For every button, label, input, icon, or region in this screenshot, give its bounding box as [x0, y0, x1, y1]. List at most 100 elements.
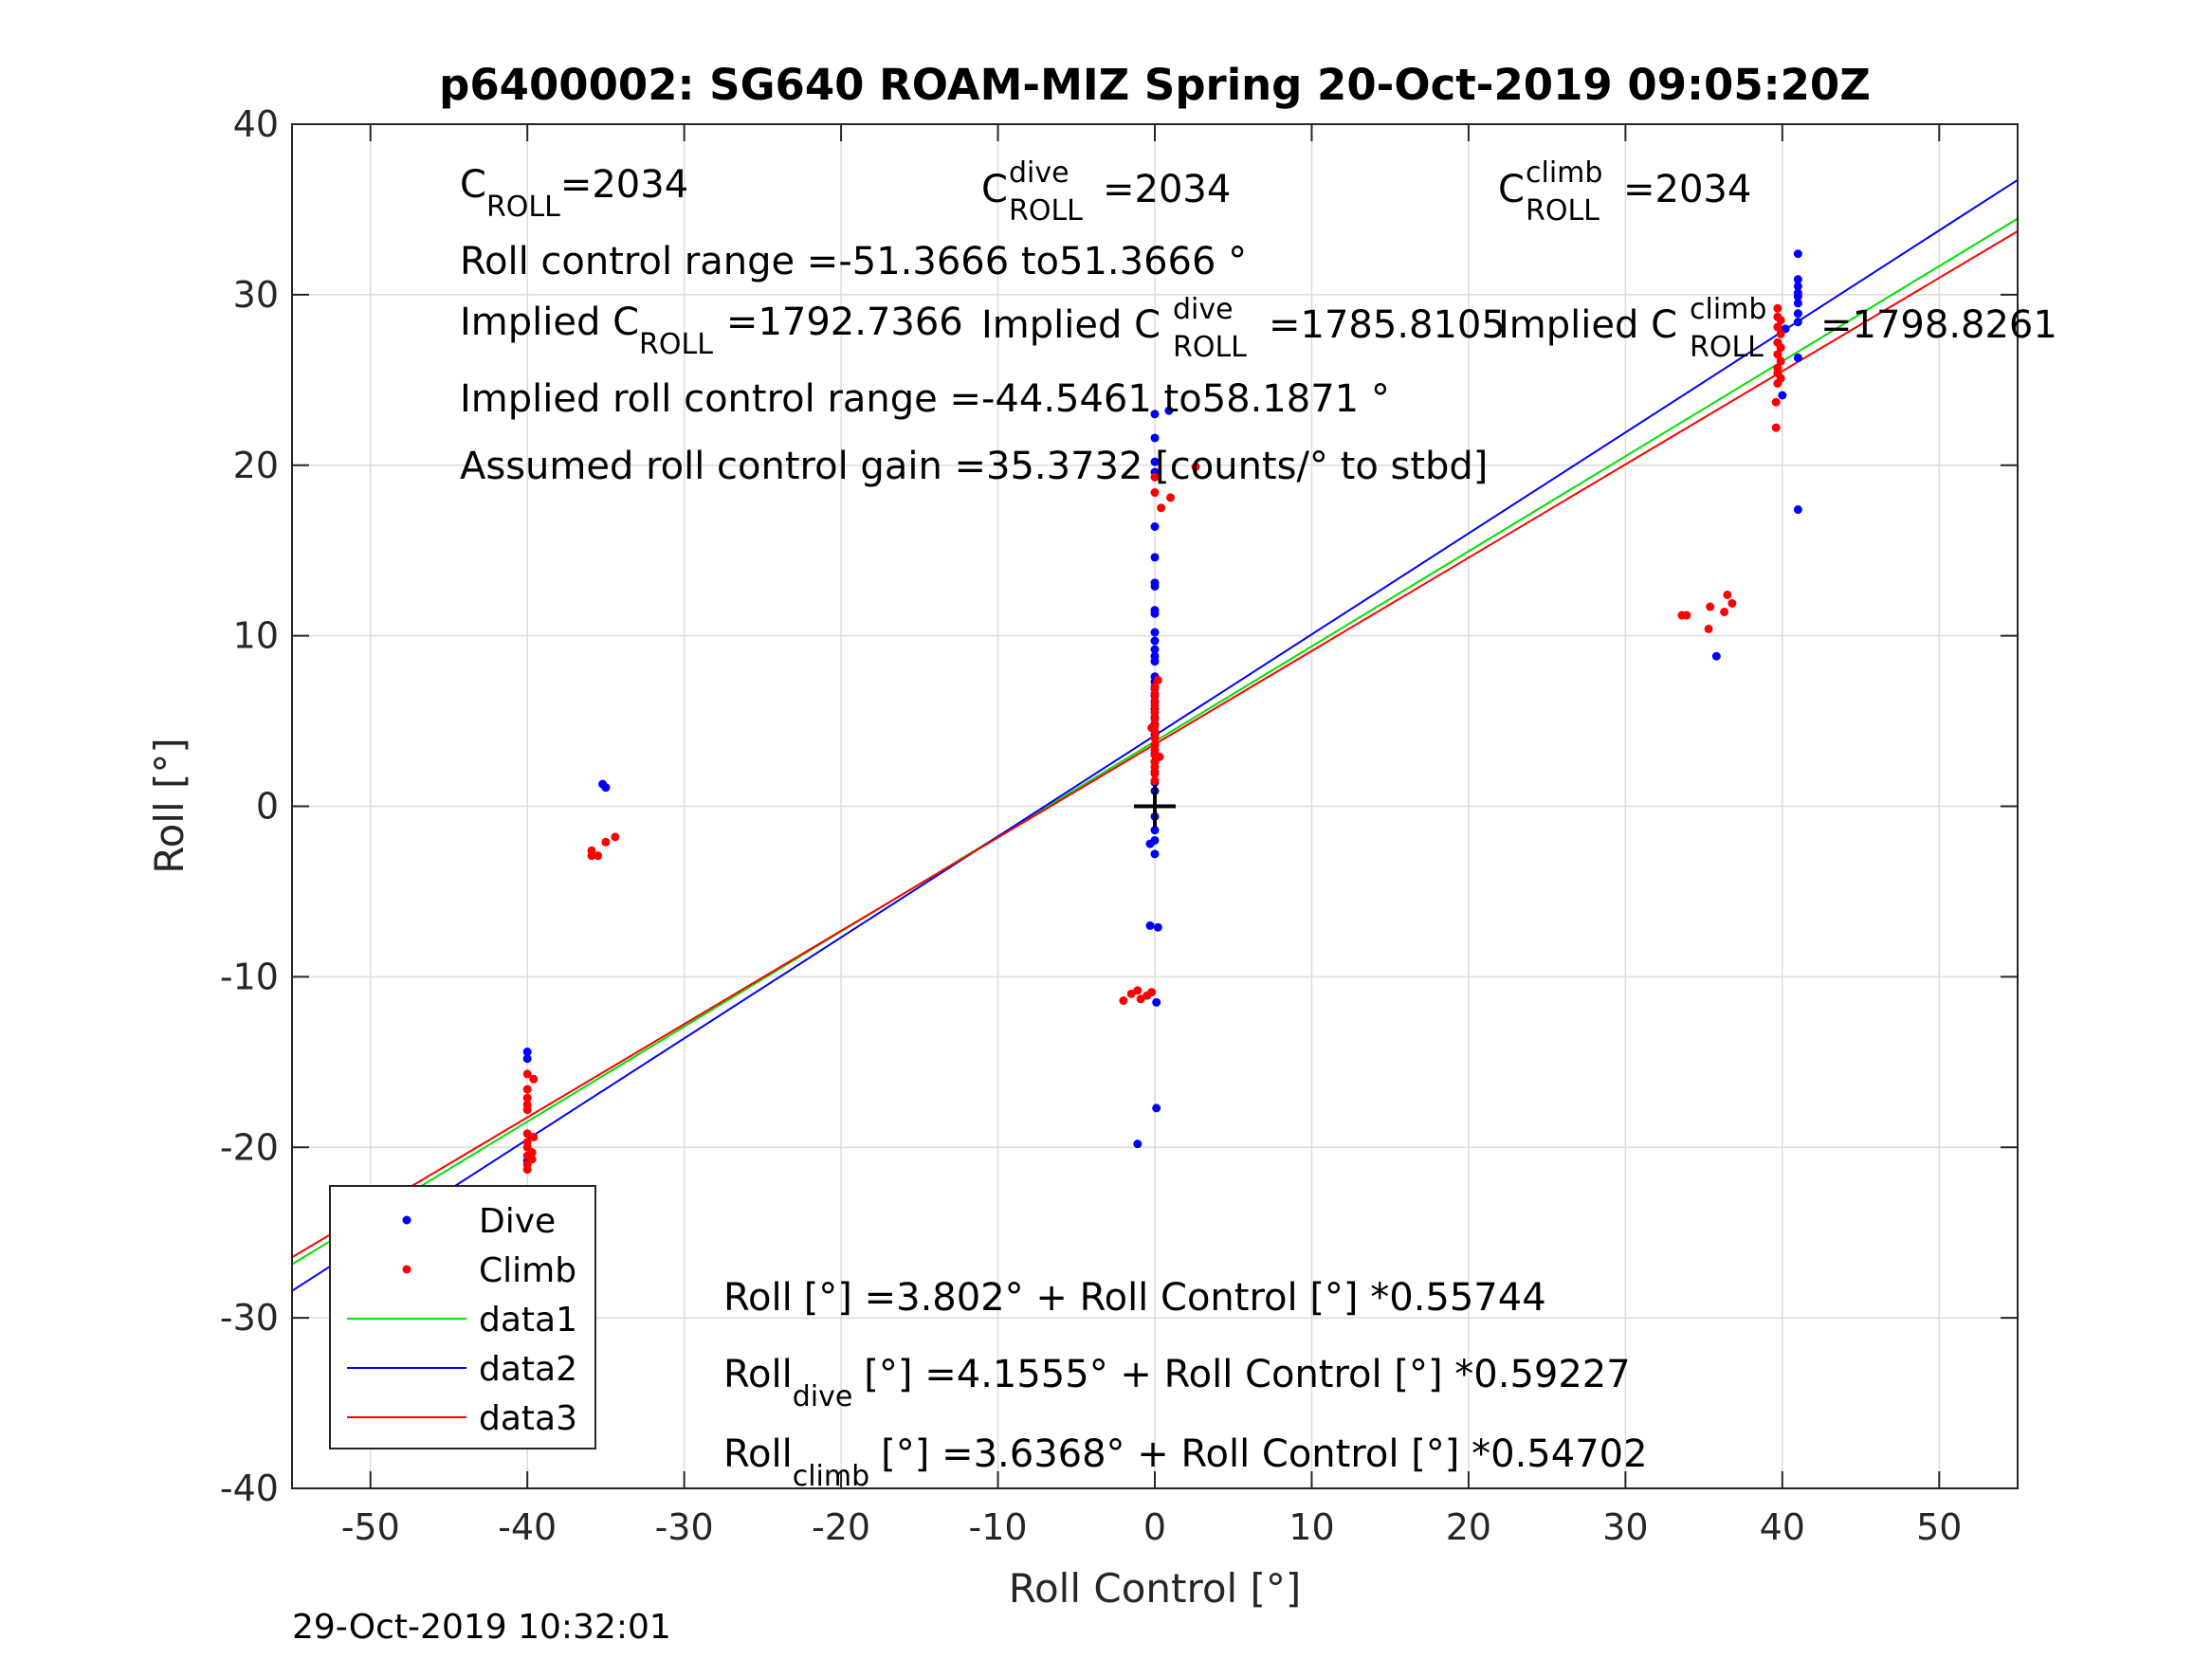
climb-point: [529, 1074, 539, 1084]
svg-text:Implied C: Implied C: [981, 303, 1161, 347]
svg-text:dive: dive: [1009, 156, 1069, 190]
svg-text:=2034: =2034: [1623, 168, 1751, 211]
x-tick-label: 10: [1289, 1506, 1334, 1548]
climb-point: [601, 837, 611, 847]
svg-text:=1785.8105: =1785.8105: [1269, 303, 1506, 347]
climb-point: [1776, 329, 1785, 338]
y-axis-label: Roll [°]: [146, 738, 192, 873]
y-tick-label: 20: [233, 445, 279, 486]
dive-point: [1133, 1139, 1143, 1149]
dive-point: [1793, 292, 1802, 301]
gain-annotation: Assumed roll control gain =35.3732 [coun…: [460, 445, 1488, 488]
climb-point: [1150, 689, 1160, 699]
svg-text:=2034: =2034: [1103, 168, 1231, 211]
c-roll-annotation: CROLL=2034: [460, 163, 688, 224]
equation-dive: Rolldive[°] =4.1555° + Roll Control [°] …: [723, 1353, 1631, 1413]
climb-point: [1773, 378, 1782, 388]
timestamp: 29-Oct-2019 10:32:01: [292, 1608, 671, 1647]
dive-point: [1793, 309, 1802, 319]
dive-point: [1150, 457, 1160, 466]
dive-point: [1793, 275, 1802, 284]
dive-point: [522, 1054, 532, 1064]
legend-label-data3: data3: [479, 1399, 577, 1438]
legend-label-data2: data2: [479, 1350, 577, 1389]
climb-point: [1704, 624, 1713, 633]
dive-point: [1793, 318, 1802, 327]
climb-point: [1150, 776, 1160, 786]
y-tick-label: -20: [220, 1126, 279, 1168]
climb-point: [522, 1105, 532, 1115]
legend-label-climb: Climb: [479, 1251, 576, 1290]
climb-point: [522, 1165, 532, 1175]
climb-point: [1682, 611, 1691, 620]
climb-point: [1720, 607, 1729, 616]
svg-text:ROLL: ROLL: [1690, 331, 1764, 364]
dive-point: [1793, 299, 1802, 308]
dive-point: [1793, 282, 1802, 291]
dive-point: [1150, 636, 1160, 646]
dive-point: [1164, 406, 1174, 415]
legend-label-dive: Dive: [479, 1202, 556, 1241]
climb-point: [522, 1069, 532, 1079]
implied-c-roll-dive-annotation: Implied C dive ROLL =1785.8105: [981, 293, 1506, 364]
svg-text:dive: dive: [1173, 293, 1234, 326]
legend-swatch-climb: [402, 1265, 411, 1274]
climb-point: [1771, 423, 1781, 432]
y-tick-label: -10: [220, 956, 279, 997]
climb-point: [1119, 996, 1128, 1006]
dive-point: [1778, 391, 1787, 400]
x-tick-label: -20: [812, 1506, 870, 1548]
climb-point: [1133, 986, 1143, 995]
implied-range-annotation: Implied roll control range =-44.5461 to5…: [460, 377, 1390, 421]
climb-point: [1150, 762, 1160, 772]
y-tick-label: 0: [256, 786, 279, 828]
x-axis-label: Roll Control [°]: [1009, 1565, 1302, 1612]
climb-point: [1773, 303, 1782, 313]
climb-point: [1153, 675, 1162, 684]
climb-point: [1776, 356, 1785, 366]
svg-text:climb: climb: [1690, 293, 1766, 326]
y-tick-label: 40: [233, 103, 279, 145]
climb-point: [1157, 503, 1166, 513]
dive-point: [1150, 433, 1160, 443]
y-tick-label: 10: [233, 615, 279, 657]
dive-point: [1145, 839, 1155, 848]
climb-point: [587, 851, 596, 861]
svg-text:Implied C: Implied C: [1498, 303, 1677, 347]
climb-point: [1706, 602, 1715, 611]
climb-point: [1147, 723, 1157, 733]
climb-point: [522, 1085, 532, 1094]
y-tick-label: -40: [220, 1468, 279, 1509]
climb-point: [1126, 989, 1136, 998]
climb-point: [1150, 734, 1160, 743]
x-tick-label: -30: [655, 1506, 714, 1548]
dive-point: [1793, 505, 1802, 515]
x-tick-label: 50: [1916, 1506, 1962, 1548]
dive-point: [1152, 997, 1161, 1007]
y-tick-label: 30: [233, 274, 279, 316]
x-tick-label: 20: [1446, 1506, 1491, 1548]
svg-text:ROLL: ROLL: [1009, 194, 1083, 228]
climb-point: [1166, 493, 1176, 502]
c-roll-climb-annotation: C climb ROLL =2034: [1498, 156, 1751, 228]
dive-point: [1153, 922, 1162, 932]
equation-climb: Rollclimb[°] =3.6368° + Roll Control [°]…: [723, 1432, 1648, 1493]
climb-point: [1150, 708, 1160, 718]
svg-text:C: C: [1498, 168, 1525, 211]
svg-text:ROLL: ROLL: [1526, 194, 1600, 228]
dive-point: [1150, 849, 1160, 859]
dive-point: [1150, 826, 1160, 835]
climb-point: [1150, 701, 1160, 710]
dive-point: [1150, 628, 1160, 637]
dive-point: [1150, 553, 1160, 562]
x-tick-label: -50: [341, 1506, 400, 1548]
data-points: [400, 249, 1802, 1271]
dive-point: [1150, 410, 1160, 419]
equation-all: Roll [°] =3.802° + Roll Control [°] *0.55…: [723, 1276, 1546, 1320]
dive-point: [522, 1048, 532, 1057]
center-marker: [1134, 785, 1176, 828]
svg-text:climb: climb: [1526, 156, 1602, 190]
axis-ticks: -50 -40 -30 -20 -10 0 10 20 30 40 50 -40 -30 -20 -10 0 1…: [220, 103, 2018, 1548]
climb-point: [522, 1093, 532, 1103]
